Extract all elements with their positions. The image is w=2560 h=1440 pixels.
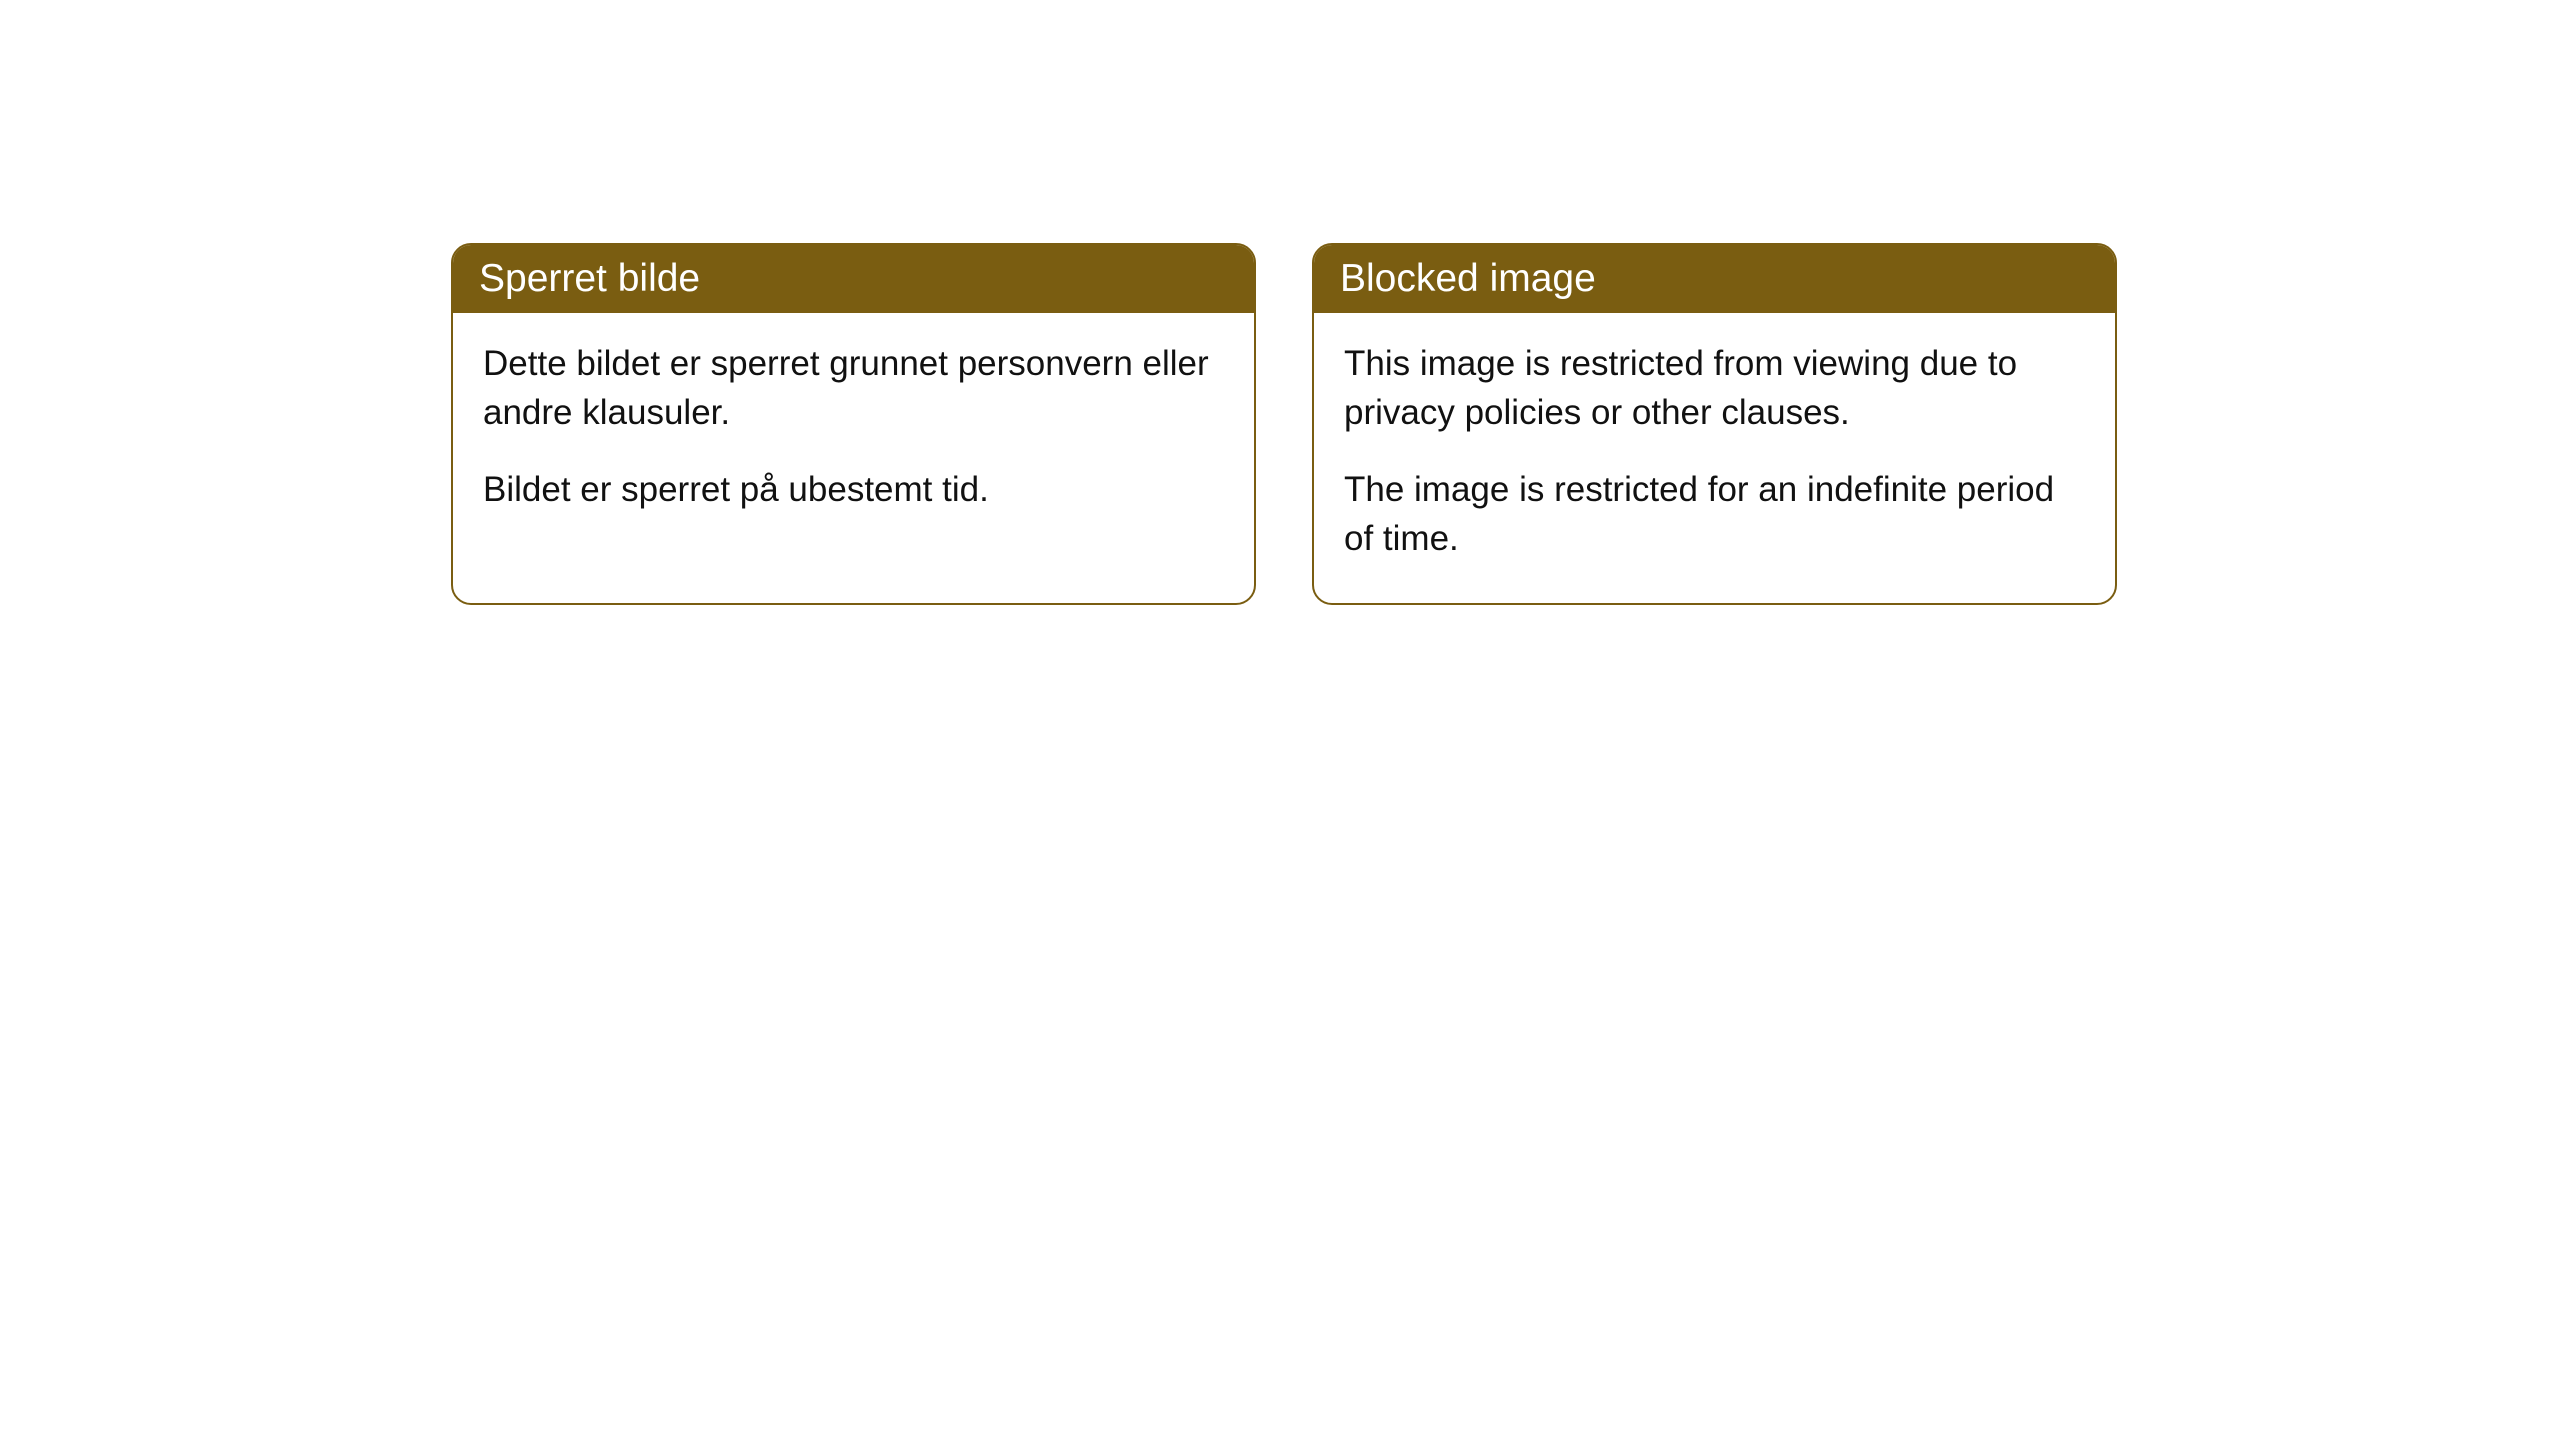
notice-container: Sperret bilde Dette bildet er sperret gr… <box>0 0 2560 605</box>
card-paragraph: The image is restricted for an indefinit… <box>1344 465 2085 563</box>
card-header: Blocked image <box>1314 245 2115 313</box>
card-title: Blocked image <box>1340 257 1596 300</box>
card-paragraph: This image is restricted from viewing du… <box>1344 339 2085 437</box>
card-paragraph: Dette bildet er sperret grunnet personve… <box>483 339 1224 437</box>
notice-card-english: Blocked image This image is restricted f… <box>1312 243 2117 605</box>
card-body: Dette bildet er sperret grunnet personve… <box>453 313 1254 554</box>
notice-card-norwegian: Sperret bilde Dette bildet er sperret gr… <box>451 243 1256 605</box>
card-body: This image is restricted from viewing du… <box>1314 313 2115 603</box>
card-header: Sperret bilde <box>453 245 1254 313</box>
card-title: Sperret bilde <box>479 257 700 300</box>
card-paragraph: Bildet er sperret på ubestemt tid. <box>483 465 1224 514</box>
